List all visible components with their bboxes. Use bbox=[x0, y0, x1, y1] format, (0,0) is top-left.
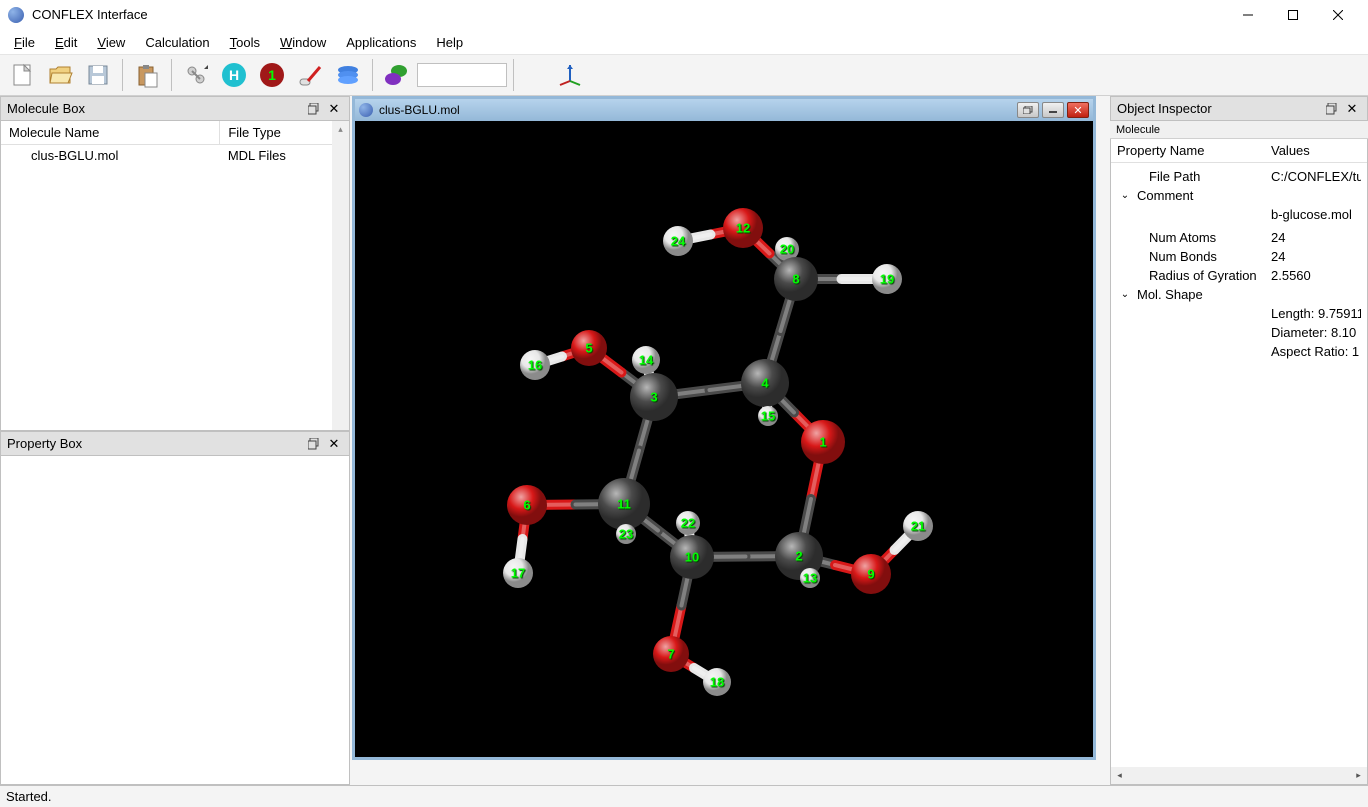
viewer-content[interactable]: 123456789101112131415161718192021222324 bbox=[355, 121, 1093, 757]
window-controls bbox=[1225, 1, 1360, 29]
inspector-title: Object Inspector ✕ bbox=[1110, 96, 1368, 121]
inspector-row[interactable]: b-glucose.mol bbox=[1111, 205, 1367, 224]
molecule-name-cell: clus-BGLU.mol bbox=[1, 145, 220, 167]
menu-help[interactable]: Help bbox=[426, 33, 473, 52]
menu-view[interactable]: View bbox=[87, 33, 135, 52]
viewer-window: clus-BGLU.mol ✕ 123456789101112131415161… bbox=[352, 96, 1096, 760]
property-box-label: Property Box bbox=[7, 436, 82, 451]
paste-button[interactable] bbox=[129, 57, 165, 93]
viewer-restore-button[interactable] bbox=[1017, 102, 1039, 118]
viewer-minimize-button[interactable] bbox=[1042, 102, 1064, 118]
molecule-table-header-type[interactable]: File Type bbox=[220, 121, 349, 145]
status-text: Started. bbox=[6, 789, 52, 804]
right-column: Object Inspector ✕ Molecule Property Nam… bbox=[1110, 96, 1368, 785]
panel-close-button[interactable]: ✕ bbox=[325, 435, 343, 453]
menu-applications[interactable]: Applications bbox=[336, 33, 426, 52]
minimize-button[interactable] bbox=[1225, 1, 1270, 29]
toolbar-separator bbox=[122, 59, 123, 91]
axis-button[interactable] bbox=[552, 57, 588, 93]
viewer-titlebar[interactable]: clus-BGLU.mol ✕ bbox=[355, 99, 1093, 121]
molecule-box-body: Molecule Name File Type clus-BGLU.mol MD… bbox=[0, 121, 350, 431]
toolbar-separator bbox=[513, 59, 514, 91]
toolbar-separator bbox=[171, 59, 172, 91]
viewer-close-button[interactable]: ✕ bbox=[1067, 102, 1089, 118]
atom-number-button[interactable]: 1 bbox=[254, 57, 290, 93]
main-area: Molecule Box ✕ Molecule Name File Type c… bbox=[0, 96, 1368, 785]
save-file-button[interactable] bbox=[80, 57, 116, 93]
molecule-table: Molecule Name File Type clus-BGLU.mol MD… bbox=[1, 121, 349, 166]
panel-restore-button[interactable] bbox=[305, 100, 323, 118]
viewer-title: clus-BGLU.mol bbox=[379, 103, 1017, 117]
svg-text:1: 1 bbox=[268, 67, 276, 83]
molecule-type-cell: MDL Files bbox=[220, 145, 349, 167]
inspector-subtitle: Molecule bbox=[1110, 121, 1368, 139]
close-button[interactable] bbox=[1315, 1, 1360, 29]
center-column: clus-BGLU.mol ✕ 123456789101112131415161… bbox=[350, 96, 1110, 785]
inspector-row[interactable]: Radius of Gyration2.5560 bbox=[1111, 266, 1367, 285]
inspector-scrollbar-h[interactable]: ◂▸ bbox=[1111, 767, 1367, 784]
molecule-table-row[interactable]: clus-BGLU.mol MDL Files bbox=[1, 145, 349, 167]
left-column: Molecule Box ✕ Molecule Name File Type c… bbox=[0, 96, 350, 785]
molecule-box-scrollbar[interactable]: ▴ bbox=[332, 121, 349, 430]
panel-restore-button[interactable] bbox=[1323, 100, 1341, 118]
inspector-row[interactable]: File PathC:/CONFLEX/tu bbox=[1111, 167, 1367, 186]
inspector-row[interactable]: Num Atoms24 bbox=[1111, 228, 1367, 247]
molecule-table-header-name[interactable]: Molecule Name bbox=[1, 121, 220, 145]
atoms-palette-button[interactable] bbox=[379, 57, 415, 93]
statusbar: Started. bbox=[0, 785, 1368, 807]
inspector-header-values[interactable]: Values bbox=[1271, 143, 1361, 158]
toolbar: H 1 bbox=[0, 54, 1368, 96]
maximize-button[interactable] bbox=[1270, 1, 1315, 29]
menubar: File Edit View Calculation Tools Window … bbox=[0, 30, 1368, 54]
panel-restore-button[interactable] bbox=[305, 435, 323, 453]
open-file-button[interactable] bbox=[42, 57, 78, 93]
hydrogen-button[interactable]: H bbox=[216, 57, 252, 93]
inspector-headers: Property Name Values bbox=[1111, 139, 1367, 163]
draw-tool-button[interactable] bbox=[292, 57, 328, 93]
inspector-row[interactable]: Diameter: 8.10 bbox=[1111, 323, 1367, 342]
inspector-header-name[interactable]: Property Name bbox=[1117, 143, 1271, 158]
panel-close-button[interactable]: ✕ bbox=[325, 100, 343, 118]
inspector-row[interactable]: Length: 9.75911 bbox=[1111, 304, 1367, 323]
property-box-title: Property Box ✕ bbox=[0, 431, 350, 456]
menu-tools[interactable]: Tools bbox=[220, 33, 270, 52]
menu-window[interactable]: Window bbox=[270, 33, 336, 52]
inspector-row[interactable]: ⌄Comment bbox=[1111, 186, 1367, 205]
inspector-row[interactable]: Num Bonds24 bbox=[1111, 247, 1367, 266]
menu-file[interactable]: File bbox=[4, 33, 45, 52]
window-titlebar: CONFLEX Interface bbox=[0, 0, 1368, 30]
render-style-button[interactable] bbox=[178, 57, 214, 93]
inspector-body: Property Name Values File PathC:/CONFLEX… bbox=[1110, 139, 1368, 785]
window-title: CONFLEX Interface bbox=[32, 7, 1225, 22]
viewer-controls: ✕ bbox=[1017, 102, 1089, 118]
inspector-row[interactable]: Aspect Ratio: 1 bbox=[1111, 342, 1367, 361]
inspector-label: Object Inspector bbox=[1117, 101, 1212, 116]
app-icon bbox=[8, 7, 24, 23]
property-box-body bbox=[0, 456, 350, 785]
molecule-box-label: Molecule Box bbox=[7, 101, 85, 116]
svg-text:H: H bbox=[229, 67, 239, 83]
panel-close-button[interactable]: ✕ bbox=[1343, 100, 1361, 118]
molecule-svg bbox=[355, 121, 1093, 757]
inspector-row[interactable]: ⌄Mol. Shape bbox=[1111, 285, 1367, 304]
molecule-box-title: Molecule Box ✕ bbox=[0, 96, 350, 121]
layers-button[interactable] bbox=[330, 57, 366, 93]
menu-edit[interactable]: Edit bbox=[45, 33, 87, 52]
new-file-button[interactable] bbox=[4, 57, 40, 93]
inspector-tree: File PathC:/CONFLEX/tu⌄Commentb-glucose.… bbox=[1111, 163, 1367, 365]
toolbar-separator bbox=[372, 59, 373, 91]
toolbar-text-field[interactable] bbox=[417, 63, 507, 87]
viewer-icon bbox=[359, 103, 373, 117]
menu-calculation[interactable]: Calculation bbox=[135, 33, 219, 52]
